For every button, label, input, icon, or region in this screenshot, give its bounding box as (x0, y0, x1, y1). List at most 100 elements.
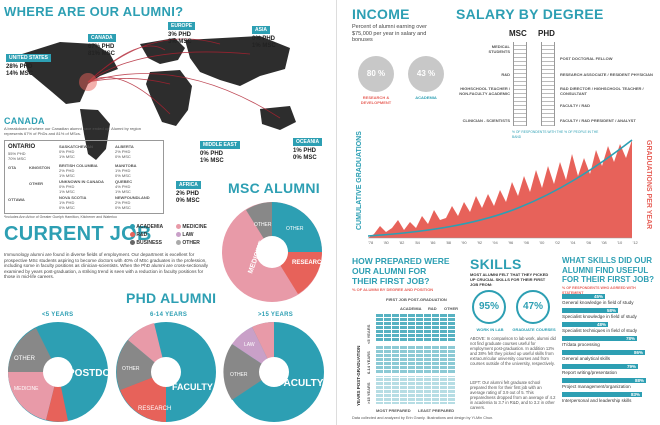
salary-right-2: R&D DIRECTOR / HIGHSCHOOL TEACHER / CONS… (560, 86, 644, 96)
job-legend: ACADEMIA MEDICINE R&D LAW BUSINESS OTHER (130, 224, 220, 246)
legend-rd: R&D (130, 232, 168, 238)
canada-region-quebec: QUEBEC 4% PHD 1% MSC (115, 179, 133, 194)
skills-sub: MOST ALUMNI FELT THAT THEY PICKED UP CRU… (470, 272, 549, 287)
income-academia-badge: 43 % (408, 56, 444, 92)
canada-region-bc: BRITISH COLUMBIA 2% PHD 1% MSC (59, 163, 98, 178)
canada-region-manitoba: MANITOBA 1% PHD 0% MSC (115, 163, 137, 178)
canada-region-nova-scotia: NOVA SCOTIA 1% PHD 0% MSC (59, 195, 87, 210)
skills-lab-label: WORK IN LAB (476, 327, 504, 332)
salary-left-2: HIGHSCHOOL TEACHER / NON-FACULTY ACADEMI… (459, 86, 510, 96)
phd-group-6-14: 6-14 YEARS FACULTY RESEARCH OTHER (114, 312, 218, 422)
prepared-side: YEARS POST-GRADUATION (356, 345, 361, 406)
prepared-grid (376, 314, 456, 404)
legend-academia: ACADEMIA (130, 224, 168, 230)
map-label-europe: EUROPE 3% PHD 3% MSC (168, 14, 196, 46)
useful-item-5: 79% Report writing/presentation (562, 363, 638, 375)
prepared-table-title: FIRST JOB POST-GRADUATION (386, 297, 447, 302)
income-rd-badge: 80 % (358, 56, 394, 92)
phd-6-14-other: OTHER (122, 366, 140, 372)
salary-right-0: POST DOCTORAL FELLOW (560, 56, 613, 61)
credit-line: Data collected and analyzed by Erin Gran… (352, 416, 494, 420)
canada-region-sask: SASKATCHEWAN 0% PHD 1% MSC (59, 144, 93, 159)
skills-courses-label: GRADUATE COURSES (512, 327, 556, 332)
map-label-canada: CANADA 67% PHD 81% MSC (88, 34, 116, 57)
grad-ylabel-right: GRADUATIONS PER YEAR (645, 140, 652, 230)
msc-slice-research: RESEARCH (292, 260, 326, 266)
map-label-us: UNITED STATES 28% PHD 14% MSC (6, 46, 51, 78)
salary-msc-ladder (513, 42, 527, 126)
grad-ylabel-left: CUMULATIVE GRADUATIONS (356, 131, 363, 230)
salary-right-4: FACULTY / R&D PRESIDENT / ANALYST (560, 118, 636, 123)
canada-footnote: *Includes Ann Arbor of Greater Guelph Ha… (4, 215, 117, 219)
useful-title: WHAT SKILLS DID OUR ALUMNI FIND USEFUL F… (562, 256, 654, 284)
canada-region-ontario: ONTARIO 55% PHD 70% MSC (8, 144, 36, 161)
income-title: INCOME (352, 6, 410, 22)
canada-box: CANADA A breakdown of where our Canadian… (4, 116, 164, 220)
graduation-chart (368, 139, 633, 239)
salary-footnote: % OF RESPONDENTS WITH THE % OF PEOPLE IN… (512, 130, 599, 139)
skills-lab-badge: 95% (472, 290, 506, 324)
useful-item-2: 48% Specialist techniques in field of st… (562, 321, 638, 333)
map-label-asia: ASIA 0% PHD 1% MSC (252, 26, 276, 49)
canada-title: CANADA (4, 116, 45, 126)
legend-business: BUSINESS (130, 240, 168, 246)
alumni-title: WHERE ARE OUR ALUMNI? (4, 4, 184, 19)
prepared-sub: % OF ALUMNI BY DEGREE AND POSITION (352, 287, 434, 292)
prepared-col-academia: ACADEMIA (400, 306, 422, 311)
legend-other: OTHER (176, 240, 214, 246)
canada-region-unknown: UNKNOWN IN CANADA 0% PHD 1% MSC (59, 179, 104, 194)
current-job-title: CURRENT JOB (4, 223, 152, 245)
prepared-most: MOST PREPARED (376, 408, 411, 413)
skills-p2: LEFT: Our alumni felt graduate school pr… (470, 380, 556, 410)
useful-item-4: 86% General analytical skills (562, 349, 645, 361)
salary-right-3: FACULTY / R&D (560, 103, 591, 108)
prepared-col-rd: R&D (428, 306, 437, 311)
legend-law: LAW (176, 232, 214, 238)
phd-gt15-other: OTHER (230, 372, 248, 378)
msc-title: MSC ALUMNI (228, 180, 320, 196)
phd-gt15-law: LAW (244, 342, 255, 348)
phd-lt5-medicine: MEDICINE (14, 386, 39, 392)
map-label-oceania: OCEANIA 1% PHD 0% MSC (293, 130, 323, 162)
graduations-per-year-area (368, 140, 632, 238)
current-job-text: Immunology alumni are found in diverse f… (4, 252, 209, 280)
useful-item-1: 58% Specialist knowledge in field of stu… (562, 307, 637, 319)
canada-city-gta: GTA (8, 165, 17, 170)
salary-right-1: RESEARCH ASSOCIATE / RESIDENT PHYSICIAN (560, 72, 653, 77)
canada-hub-marker (79, 73, 97, 91)
canada-city-kingston: KINGSTON (29, 165, 51, 170)
skills-courses-badge: 47% (516, 290, 550, 324)
phd-title: PHD ALUMNI (126, 290, 217, 306)
legend-medicine: MEDICINE (176, 224, 214, 230)
grad-xaxis: '78'80'82'84'86'88'90'92'94'96'98'00'02 '… (368, 240, 638, 245)
prepared-row-gt15: >15 YEARS (366, 382, 371, 404)
skills-title: SKILLS (470, 256, 522, 272)
income-text: Percent of alumni earning over $75,000 p… (352, 24, 427, 43)
useful-item-0: 45% General knowledge in field of study (562, 293, 634, 305)
income-rd-label: RESEARCH & DEVELOPMENT (360, 95, 392, 105)
canada-city-other: OTHER (29, 181, 43, 186)
income-academia-label: ACADEMIA (415, 95, 437, 100)
map-label-middle-east: MIDDLE EAST 0% PHD 1% MSC (200, 133, 240, 165)
prepared-title: HOW PREPARED WERE OUR ALUMNI FOR THEIR F… (352, 256, 450, 286)
phd-lt5-other: OTHER (14, 356, 36, 362)
useful-item-3: 78% IT/data processing (562, 335, 637, 347)
phd-6-14-faculty: FACULTY (172, 382, 213, 392)
map-label-africa: AFRICA 2% PHD 0% MSC (176, 181, 201, 204)
salary-left-0: MEDICAL STUDENTS (488, 44, 510, 54)
salary-phd-ladder (541, 42, 555, 126)
prepared-least: LEAST PREPARED (418, 408, 455, 413)
msc-pie: MEDICINE RESEARCH OTHER OTHER (222, 202, 326, 302)
canada-city-ottawa: OTTAWA (8, 197, 25, 202)
salary-left-3: CLINICIAN - SCIENTISTS (462, 118, 510, 123)
salary-title: SALARY BY DEGREE (456, 6, 604, 22)
skills-p1: ABOVE: In comparison to lab work, alumni… (470, 336, 556, 366)
phd-6-14-research: RESEARCH (138, 406, 171, 412)
canada-region-newfoundland: NEWFOUNDLAND 2% PHD 0% MSC (115, 195, 150, 210)
phd-gt15-faculty: FACULTY (278, 378, 324, 389)
useful-sub: % OF RESPONDENTS WHO AGREED WITH STATEME… (562, 286, 636, 295)
msc-slice-other: OTHER (286, 226, 304, 232)
phd-group-gt15: >15 YEARS FACULTY OTHER LAW (222, 312, 326, 422)
